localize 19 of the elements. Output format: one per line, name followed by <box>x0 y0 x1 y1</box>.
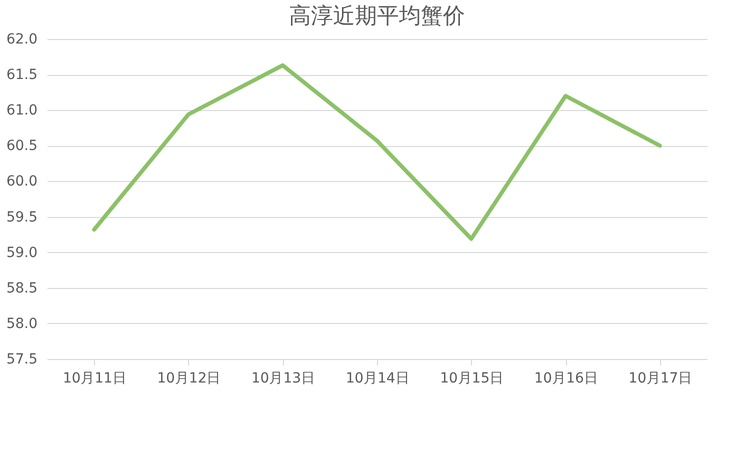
x-tick-label: 10月16日 <box>534 370 598 386</box>
y-tick-label: 61.5 <box>6 67 38 84</box>
y-tick-label: 61.0 <box>6 102 38 119</box>
y-tick-label: 58.5 <box>6 280 38 296</box>
y-tick-label: 60.0 <box>6 174 38 190</box>
x-tick-label: 10月14日 <box>346 370 410 386</box>
y-tick-label: 62.0 <box>6 32 38 48</box>
y-tick-label: 59.5 <box>6 209 38 226</box>
x-tick-label: 10月12日 <box>157 370 221 386</box>
x-tick-label: 10月15日 <box>440 370 504 386</box>
y-tick-label: 60.5 <box>6 138 38 154</box>
y-tick-label: 59.0 <box>6 244 38 261</box>
x-tick-label: 10月13日 <box>251 370 316 386</box>
x-tick-label: 10月11日 <box>62 370 126 386</box>
line-series <box>92 63 662 241</box>
chart-title: 高淳近期平均蟹价 <box>289 4 465 29</box>
y-tick-label: 57.5 <box>6 352 38 368</box>
x-tick-label: 10月17日 <box>628 370 692 386</box>
y-tick-label: 58.0 <box>6 316 38 332</box>
